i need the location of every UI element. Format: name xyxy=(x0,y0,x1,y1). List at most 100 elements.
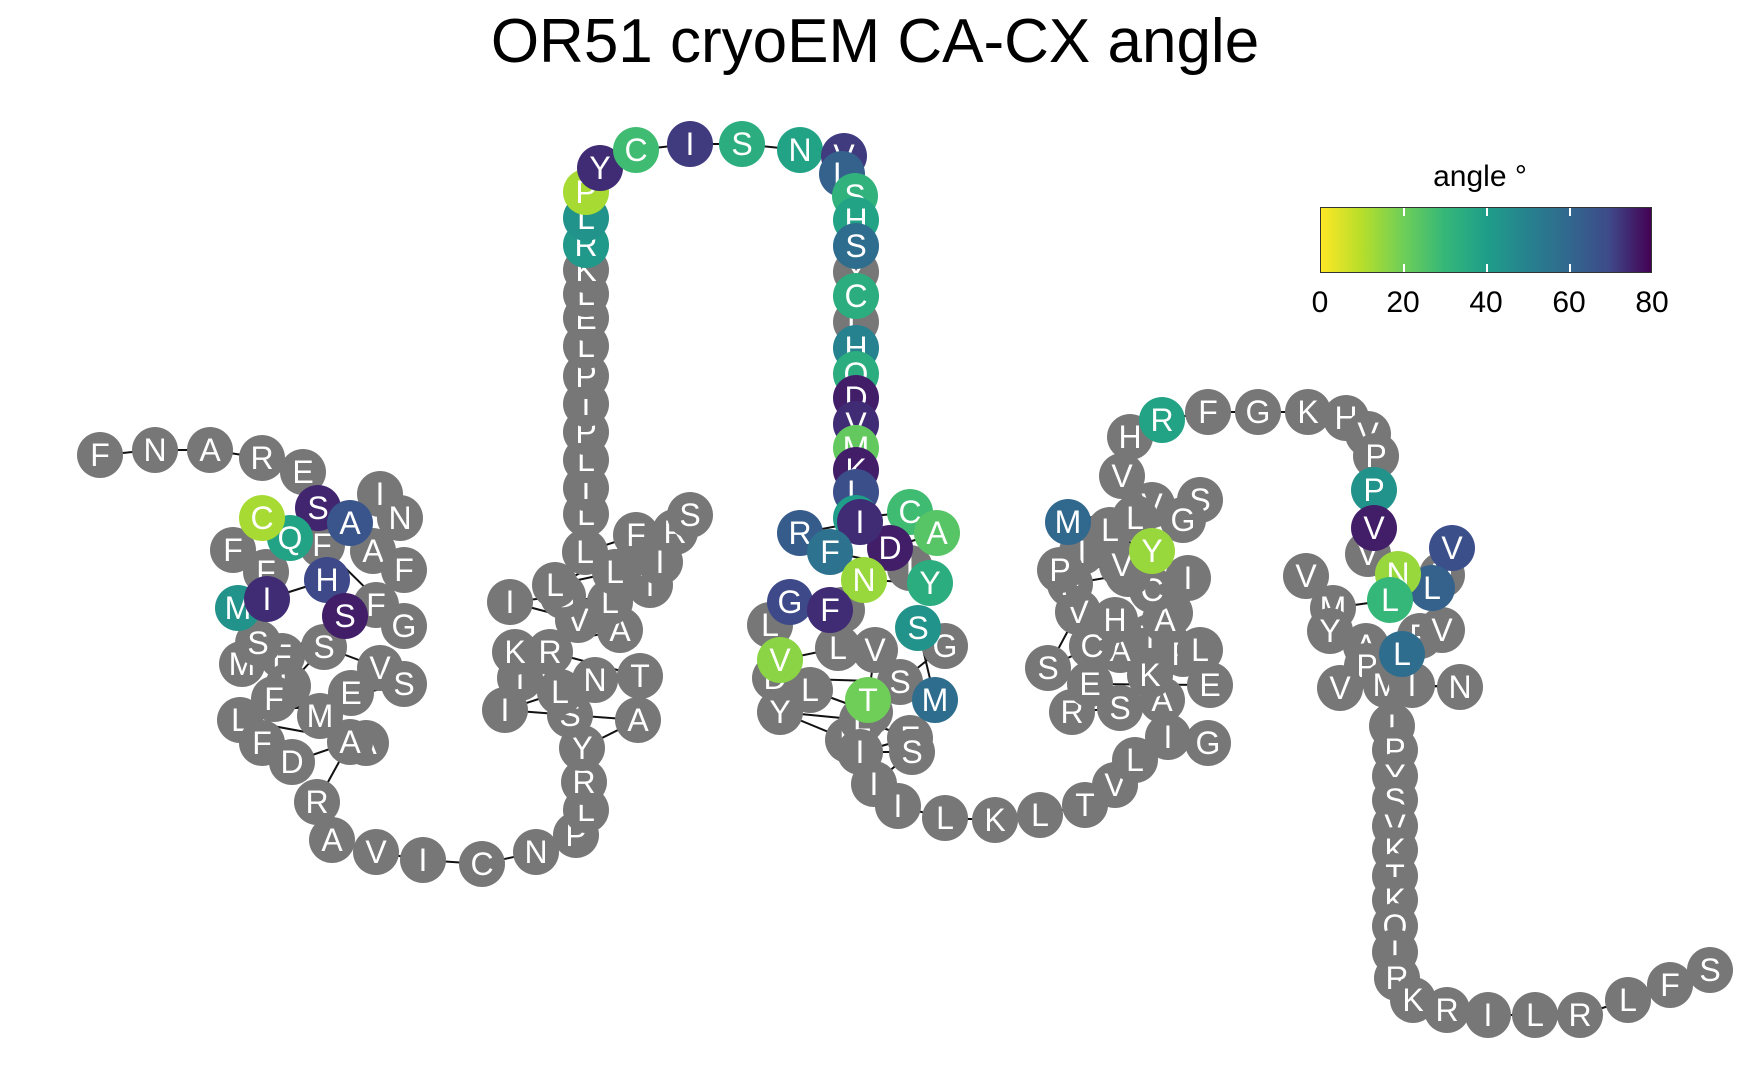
residue-node: A xyxy=(327,500,373,546)
colorbar-label: 40 xyxy=(1469,286,1503,319)
residue-letter: L xyxy=(1191,632,1209,668)
colorbar-tick-bottom xyxy=(1403,264,1405,272)
residue-node: S xyxy=(1025,645,1071,691)
residue-node: S xyxy=(322,593,368,639)
residue-node: L xyxy=(537,669,583,715)
residue-letter: L xyxy=(546,567,564,603)
residue-node: N xyxy=(377,495,423,541)
colorbar-tick-bottom xyxy=(1486,264,1488,272)
residue-circle xyxy=(235,620,281,666)
residue-circle xyxy=(907,560,953,606)
residue-node: F xyxy=(381,547,427,593)
residue-circle xyxy=(1307,608,1353,654)
residue-letter: A xyxy=(627,702,649,738)
residue-node: R xyxy=(294,779,340,825)
residue-letter: G xyxy=(1246,394,1271,430)
residue-letter: L xyxy=(936,800,954,836)
residue-circle xyxy=(1177,627,1223,673)
residue-node: A xyxy=(914,510,960,556)
residue-node: V xyxy=(1099,453,1145,499)
residue-circle xyxy=(210,527,256,573)
residue-circle xyxy=(280,449,326,495)
residue-circle xyxy=(492,629,538,675)
residue-node: Y xyxy=(907,560,953,606)
residue-letter: K xyxy=(984,802,1005,838)
residue-letter: C xyxy=(470,846,493,882)
residue-letter: D xyxy=(280,744,303,780)
residue-circle xyxy=(833,273,879,319)
residue-circle xyxy=(400,837,446,883)
residue-letter: I xyxy=(1408,667,1417,703)
residue-node: I xyxy=(667,121,713,167)
residue-node: E xyxy=(1187,662,1233,708)
residue-circle xyxy=(1129,528,1175,574)
residue-circle xyxy=(1235,389,1281,435)
residue-letter: L xyxy=(1619,982,1637,1018)
residue-letter: C xyxy=(898,494,921,530)
colorbar-legend: angle ° 0 20 40 60 80 xyxy=(1300,160,1669,330)
residue-node: M xyxy=(912,677,958,723)
residue-circle xyxy=(532,562,578,608)
residue-circle xyxy=(807,529,853,575)
residue-letter: L xyxy=(606,554,624,590)
residue-node: V xyxy=(757,637,803,683)
residue-letter: I xyxy=(1078,534,1087,570)
residue-letter: R xyxy=(305,784,328,820)
residue-letter: I xyxy=(582,386,591,422)
residue-letter: N xyxy=(852,562,875,598)
residue-circle xyxy=(1351,505,1397,551)
residue-node: G xyxy=(1235,389,1281,435)
residue-letter: N xyxy=(1448,669,1471,705)
residue-circle xyxy=(841,557,887,603)
residue-circle xyxy=(837,499,883,545)
residue-node: E xyxy=(280,449,326,495)
colorbar-label: 20 xyxy=(1386,286,1420,319)
residue-circle xyxy=(527,629,573,675)
residue-letter: R xyxy=(572,764,595,800)
residue-circle xyxy=(327,500,373,546)
residue-circle xyxy=(187,427,233,473)
residue-letter: I xyxy=(501,692,510,728)
residue-circle xyxy=(972,797,1018,843)
residue-node: L xyxy=(1177,627,1223,673)
residue-letter: C xyxy=(624,132,647,168)
residue-node: F xyxy=(251,676,297,722)
residue-node: N xyxy=(132,427,178,473)
residue-letter: K xyxy=(1297,394,1318,430)
residue-node: V xyxy=(1351,505,1397,551)
residue-letter: G xyxy=(778,584,803,620)
residue-node: F xyxy=(807,587,853,633)
residue-letter: I xyxy=(1164,719,1173,755)
residue-letter: Y xyxy=(919,565,940,601)
residue-node: F xyxy=(807,529,853,575)
residue-circle xyxy=(1424,987,1470,1033)
residue-letter: A xyxy=(199,432,221,468)
residue-circle xyxy=(1512,992,1558,1038)
residue-letter: C xyxy=(1080,628,1103,664)
residue-node: G xyxy=(767,579,813,625)
residue-letter: R xyxy=(538,634,561,670)
residue-circle xyxy=(1465,992,1511,1038)
residue-letter: F xyxy=(626,517,646,553)
residue-circle xyxy=(777,127,823,173)
residue-circle xyxy=(667,121,713,167)
residue-circle xyxy=(251,676,297,722)
residue-letter: F xyxy=(394,552,414,588)
residue-circle xyxy=(1025,645,1071,691)
colorbar-gradient xyxy=(1320,207,1652,273)
residue-letter: M xyxy=(307,698,334,734)
residue-circle xyxy=(381,603,427,649)
residue-letter: H xyxy=(315,562,338,598)
residue-circle xyxy=(875,783,921,829)
residue-node: S xyxy=(1687,947,1733,993)
residue-node: V xyxy=(852,627,898,673)
residue-node: I xyxy=(400,837,446,883)
residue-node: F xyxy=(613,512,659,558)
residue-letter: L xyxy=(829,630,847,666)
residue-letter: L xyxy=(1381,582,1399,618)
residue-circle xyxy=(513,829,559,875)
residue-node: C xyxy=(833,273,879,319)
residue-letter: E xyxy=(1079,666,1100,702)
residue-circle xyxy=(459,841,505,887)
residue-letter: V xyxy=(1431,612,1453,648)
